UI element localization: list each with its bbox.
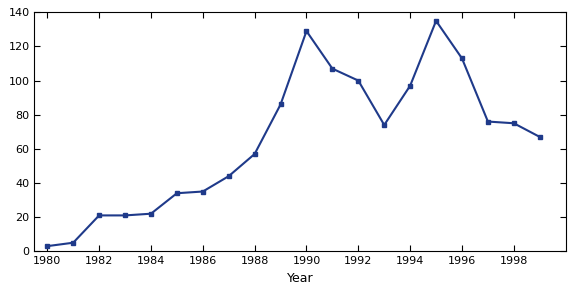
X-axis label: Year: Year	[286, 272, 313, 285]
